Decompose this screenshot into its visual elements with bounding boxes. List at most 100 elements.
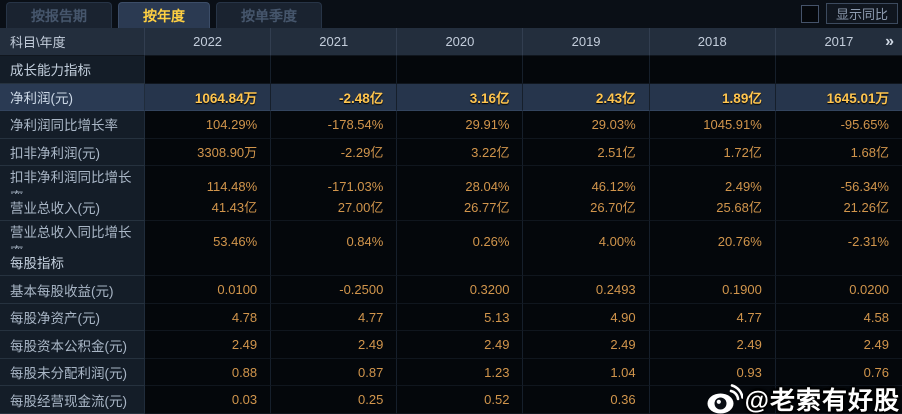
- table-row[interactable]: 营业总收入(元) 41.43亿 27.00亿 26.77亿 26.70亿 25.68亿 21…: [0, 193, 902, 222]
- table-row[interactable]: 扣非净利润(元) 3308.90万 -2.29亿 3.22亿 2.51亿 1.72亿 1.6…: [0, 138, 902, 167]
- value-cell: [649, 248, 776, 277]
- value-cell: [523, 248, 650, 277]
- row-label: 基本每股收益(元): [0, 276, 145, 304]
- table-row[interactable]: 每股未分配利润(元) 0.88 0.87 1.23 1.04 0.93 0.76: [0, 358, 902, 387]
- row-label: 每股净资产(元): [0, 303, 145, 332]
- value-cell: -178.54%: [271, 111, 398, 139]
- tab-by-year[interactable]: 按年度: [118, 2, 210, 28]
- value-cell: 25.68亿: [649, 193, 776, 222]
- section-row: 成长能力指标: [0, 56, 902, 84]
- value-cell: 0.76: [775, 358, 902, 387]
- row-label: 每股经营现金流(元): [0, 386, 145, 414]
- row-label: 净利润(元): [0, 83, 145, 112]
- value-cell: [145, 248, 272, 277]
- table-row[interactable]: 基本每股收益(元) 0.0100 -0.2500 0.3200 0.2493 0.1900…: [0, 276, 902, 304]
- value-cell: [271, 56, 398, 84]
- year-header-2021: 2021: [271, 28, 398, 56]
- value-cell: 0.1900: [649, 276, 776, 304]
- corner-header-cell: 科目\年度: [0, 28, 145, 56]
- value-cell: 26.77亿: [397, 193, 524, 222]
- value-cell: 5.13: [397, 303, 524, 332]
- value-cell: -0.2500: [271, 276, 398, 304]
- value-cell: 0.87: [271, 358, 398, 387]
- show-yoy-checkbox[interactable]: [800, 4, 819, 23]
- value-cell: 1.04: [523, 358, 650, 387]
- value-cell: 21.26亿: [775, 193, 902, 222]
- value-cell: 4.58: [775, 303, 902, 332]
- value-cell: 4.90: [523, 303, 650, 332]
- table-row[interactable]: 每股资本公积金(元) 2.49 2.49 2.49 2.49 2.49 2.49: [0, 331, 902, 359]
- value-cell: -2.48亿: [271, 83, 398, 112]
- table-row[interactable]: 营业总收入同比增长率53.46%0.84%0.26%4.00%20.76%-2.…: [0, 221, 902, 263]
- row-label: 扣非净利润(元): [0, 138, 145, 167]
- value-cell: 41.43亿: [145, 193, 272, 222]
- value-cell: 0.88: [145, 358, 272, 387]
- table-row[interactable]: 净利润同比增长率 104.29% -178.54% 29.91% 29.03% 1045.…: [0, 111, 902, 139]
- value-cell: 4.77: [271, 303, 398, 332]
- value-cell: 0.03: [145, 386, 272, 414]
- value-cell: 0.93: [649, 358, 776, 387]
- value-cell: 1.89亿: [649, 83, 776, 112]
- value-cell: 104.29%: [145, 111, 272, 139]
- value-cell: -95.65%: [775, 111, 902, 139]
- value-cell: 1.23: [397, 358, 524, 387]
- row-label: 每股指标: [0, 248, 145, 277]
- more-years-chevron-icon[interactable]: »: [885, 32, 894, 50]
- value-cell: 29.03%: [523, 111, 650, 139]
- value-cell: 2.51亿: [523, 138, 650, 167]
- value-cell: [649, 386, 776, 414]
- value-cell: 1064.84万: [145, 83, 272, 112]
- table-body: 成长能力指标 净利润(元) 1064.84万 -2.48亿 3.16亿 2.43亿 1.89…: [0, 56, 902, 414]
- value-cell: 1.72亿: [649, 138, 776, 167]
- value-cell: 4.78: [145, 303, 272, 332]
- table-row[interactable]: 扣非净利润同比增长率114.48%-171.03%28.04%46.12%2.4…: [0, 166, 902, 208]
- value-cell: [775, 386, 902, 414]
- value-cell: 1645.01万: [775, 83, 902, 112]
- value-cell: [649, 56, 776, 84]
- value-cell: 26.70亿: [523, 193, 650, 222]
- value-cell: 4.77: [649, 303, 776, 332]
- value-cell: 0.52: [397, 386, 524, 414]
- value-cell: [523, 56, 650, 84]
- value-cell: 3308.90万: [145, 138, 272, 167]
- value-cell: 2.43亿: [523, 83, 650, 112]
- table-row[interactable]: 每股经营现金流(元) 0.03 0.25 0.52 0.36: [0, 386, 902, 414]
- value-cell: 0.2493: [523, 276, 650, 304]
- value-cell: 2.49: [271, 331, 398, 359]
- value-cell: [775, 56, 902, 84]
- row-label: 净利润同比增长率: [0, 111, 145, 139]
- value-cell: 2.49: [397, 331, 524, 359]
- value-cell: 27.00亿: [271, 193, 398, 222]
- value-cell: 0.0200: [775, 276, 902, 304]
- value-cell: 1045.91%: [649, 111, 776, 139]
- year-header-2019: 2019: [523, 28, 650, 56]
- year-header-2018: 2018: [649, 28, 776, 56]
- value-cell: 3.16亿: [397, 83, 524, 112]
- value-cell: 0.0100: [145, 276, 272, 304]
- year-header-label: 2017: [824, 34, 854, 49]
- row-label: 每股资本公积金(元): [0, 331, 145, 359]
- value-cell: [397, 248, 524, 277]
- value-cell: 29.91%: [397, 111, 524, 139]
- tab-by-single-quarter[interactable]: 按单季度: [216, 2, 322, 28]
- table-row[interactable]: 净利润(元) 1064.84万 -2.48亿 3.16亿 2.43亿 1.89亿 1645.…: [0, 83, 902, 112]
- value-cell: [775, 248, 902, 277]
- value-cell: -2.29亿: [271, 138, 398, 167]
- value-cell: 0.36: [523, 386, 650, 414]
- year-header-2020: 2020: [397, 28, 524, 56]
- value-cell: [271, 248, 398, 277]
- tab-by-report-period[interactable]: 按报告期: [6, 2, 112, 28]
- table-header-row: 科目\年度 2022 2021 2020 2019 2018 2017 »: [0, 28, 902, 56]
- year-header-2017: 2017 »: [775, 28, 902, 56]
- value-cell: [145, 56, 272, 84]
- value-cell: 1.68亿: [775, 138, 902, 167]
- table-row[interactable]: 每股净资产(元) 4.78 4.77 5.13 4.90 4.77 4.58: [0, 303, 902, 332]
- value-cell: 2.49: [775, 331, 902, 359]
- year-header-2022: 2022: [145, 28, 272, 56]
- yoy-controls: 显示同比: [800, 3, 898, 24]
- row-label: 成长能力指标: [0, 56, 145, 84]
- value-cell: 0.25: [271, 386, 398, 414]
- value-cell: 2.49: [145, 331, 272, 359]
- show-yoy-label[interactable]: 显示同比: [825, 3, 898, 24]
